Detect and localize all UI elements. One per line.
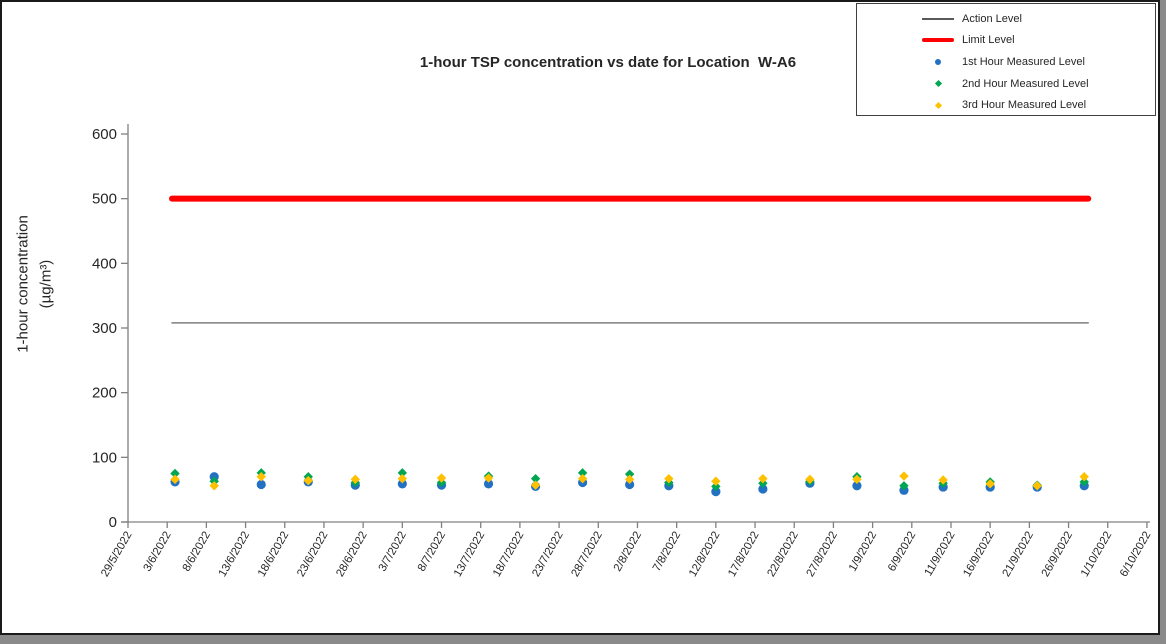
svg-text:3/7/2022: 3/7/2022 [377, 530, 409, 574]
svg-text:17/8/2022: 17/8/2022 [726, 530, 762, 580]
y-axis-label-line1: 1-hour concentration [14, 215, 32, 353]
legend-entry-3rd-hour: 3rd Hour Measured Level [857, 94, 1155, 116]
svg-text:23/6/2022: 23/6/2022 [295, 530, 331, 580]
svg-text:3/6/2022: 3/6/2022 [141, 530, 173, 574]
svg-text:6/9/2022: 6/9/2022 [886, 530, 918, 574]
legend-label: Limit Level [962, 34, 1015, 47]
svg-text:0: 0 [109, 514, 117, 531]
svg-text:23/7/2022: 23/7/2022 [530, 530, 566, 580]
legend-label: 2nd Hour Measured Level [962, 77, 1089, 90]
y-tick-labels: 0 100 200 300 400 500 600 [92, 126, 117, 531]
svg-text:100: 100 [92, 449, 117, 466]
svg-text:500: 500 [92, 191, 117, 208]
y-axis-label-line2: (µg/m³) [37, 259, 54, 309]
svg-text:600: 600 [92, 126, 117, 143]
svg-text:18/6/2022: 18/6/2022 [256, 530, 292, 580]
svg-text:12/8/2022: 12/8/2022 [687, 530, 723, 580]
y-axis-label: 1-hour concentration (µg/m³) [13, 215, 58, 353]
svg-text:1/10/2022: 1/10/2022 [1079, 530, 1115, 580]
svg-text:13/6/2022: 13/6/2022 [217, 530, 253, 580]
svg-text:1/9/2022: 1/9/2022 [847, 530, 879, 574]
svg-text:18/7/2022: 18/7/2022 [491, 530, 527, 580]
svg-text:21/9/2022: 21/9/2022 [1000, 530, 1036, 580]
limit-level-line-icon [921, 38, 955, 43]
legend-entry-action-level: Action Level [857, 8, 1155, 30]
svg-text:200: 200 [92, 385, 117, 402]
legend-label: Action Level [962, 12, 1022, 25]
yellow-diamond-marker-icon [921, 101, 955, 109]
chart-title: 1-hour TSP concentration vs date for Loc… [419, 54, 797, 71]
svg-text:8/6/2022: 8/6/2022 [181, 530, 213, 574]
svg-text:6/10/2022: 6/10/2022 [1118, 530, 1154, 580]
series-3rd-hour-measured-level [170, 471, 1089, 491]
svg-text:300: 300 [92, 320, 117, 337]
blue-circle-marker-icon [921, 58, 955, 65]
svg-text:11/9/2022: 11/9/2022 [922, 530, 957, 579]
svg-text:26/9/2022: 26/9/2022 [1040, 530, 1076, 580]
svg-text:8/7/2022: 8/7/2022 [416, 530, 448, 574]
svg-text:7/8/2022: 7/8/2022 [651, 530, 683, 574]
svg-text:28/6/2022: 28/6/2022 [334, 530, 370, 580]
legend-label: 3rd Hour Measured Level [962, 99, 1087, 112]
legend-entry-1st-hour: 1st Hour Measured Level [857, 51, 1155, 73]
legend-label: 1st Hour Measured Level [962, 55, 1085, 68]
svg-text:29/5/2022: 29/5/2022 [99, 530, 135, 580]
svg-text:13/7/2022: 13/7/2022 [452, 530, 488, 580]
svg-text:16/9/2022: 16/9/2022 [961, 530, 997, 580]
svg-text:27/8/2022: 27/8/2022 [804, 530, 840, 580]
svg-text:28/7/2022: 28/7/2022 [569, 530, 605, 580]
legend-entry-2nd-hour: 2nd Hour Measured Level [857, 73, 1155, 95]
svg-text:22/8/2022: 22/8/2022 [765, 530, 801, 580]
svg-text:400: 400 [92, 255, 117, 272]
x-tick-labels: 29/5/2022 3/6/2022 8/6/2022 13/6/2022 18/6/2… [99, 530, 1153, 580]
svg-text:2/8/2022: 2/8/2022 [612, 530, 644, 574]
action-level-line-icon [921, 17, 955, 20]
green-diamond-marker-icon [921, 80, 955, 88]
axes [121, 124, 1150, 528]
legend: Action Level Limit Level 1st Hour Measur… [856, 3, 1156, 116]
legend-entry-limit-level: Limit Level [857, 30, 1155, 52]
plot-area: 0 100 200 300 400 500 600 29/5/2022 3/6/2022 8/6/… [92, 124, 1154, 580]
